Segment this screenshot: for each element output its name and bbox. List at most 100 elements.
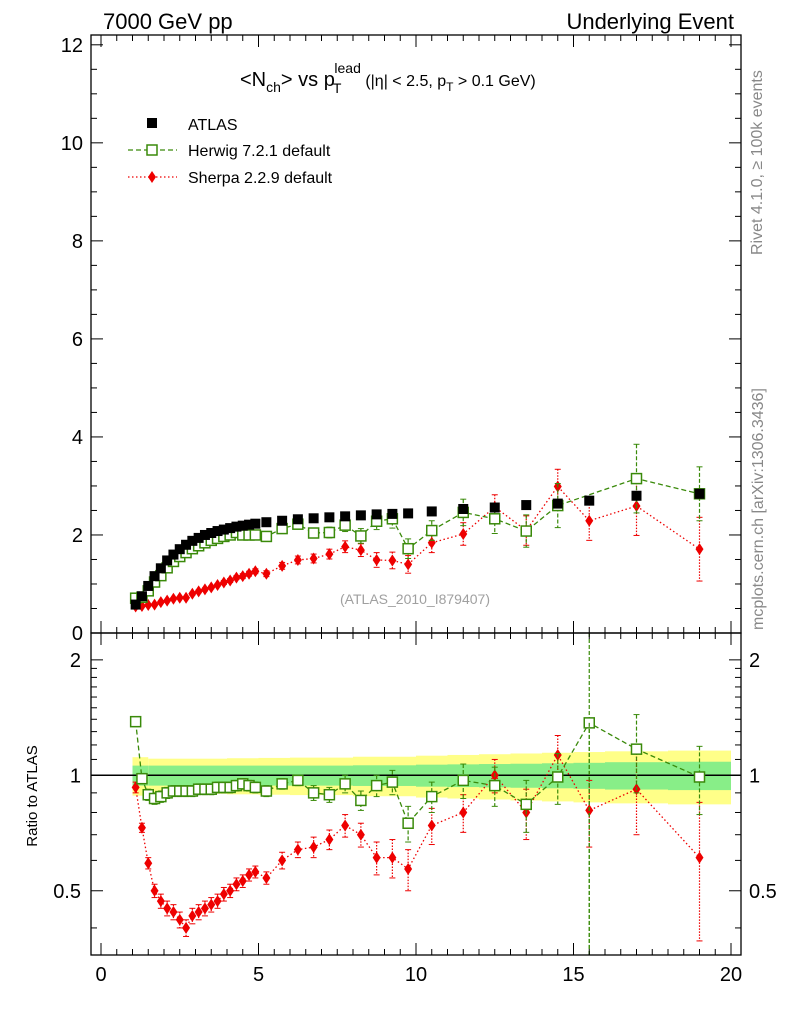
- main-ytick-label: 10: [61, 133, 83, 155]
- atlas-point: [631, 490, 642, 501]
- herwig-point: [386, 776, 399, 788]
- atlas-point: [250, 518, 261, 529]
- ratio-ylabel: Ratio to ATLAS: [24, 745, 41, 846]
- atlas-point: [225, 523, 236, 534]
- sherpa-point: [188, 587, 197, 600]
- sherpa-point: [200, 902, 209, 915]
- herwig-point: [260, 530, 273, 543]
- herwig-point: [355, 794, 367, 807]
- sherpa-point: [278, 559, 287, 572]
- atlas-point: [199, 529, 210, 540]
- sherpa-point: [156, 596, 165, 609]
- herwig-point: [457, 774, 469, 787]
- sherpa-point: [325, 833, 334, 846]
- sherpa-point: [459, 527, 468, 540]
- sherpa-point: [404, 558, 413, 571]
- ratio-xtick-label: 15: [562, 964, 584, 986]
- ratio-ytick-label-right: 2: [749, 650, 760, 672]
- sherpa-point: [293, 843, 302, 856]
- sherpa-series-line: [135, 485, 700, 608]
- herwig-point: [276, 778, 288, 790]
- atlas-point: [308, 513, 319, 524]
- sherpa-point: [213, 895, 222, 908]
- sherpa-point: [163, 902, 172, 915]
- sherpa-point: [293, 553, 302, 566]
- main-ytick-label: 8: [72, 231, 83, 253]
- sherpa-point: [356, 544, 365, 557]
- legend-sherpa-label: Sherpa 2.2.9 default: [188, 170, 333, 187]
- atlas-point: [174, 544, 185, 555]
- herwig-point: [426, 790, 438, 803]
- ratio-xtick-label: 10: [405, 964, 427, 986]
- sherpa-point: [207, 581, 216, 594]
- atlas-point: [193, 532, 204, 543]
- sherpa-point: [194, 906, 203, 919]
- ratio-xtick-label: 5: [253, 964, 264, 986]
- main-panel: 0 2 4 6 8 10 12 (ATLAS_2010_I879407) <Nch> vs …: [61, 34, 742, 645]
- herwig-point: [426, 524, 438, 537]
- atlas-point: [231, 521, 242, 532]
- legend-herwig-marker: [146, 144, 158, 156]
- sherpa-point: [341, 819, 350, 832]
- sherpa-point: [251, 865, 260, 878]
- atlas-point: [387, 508, 398, 519]
- ratio-panel: 0 5 10 15 20 0.5 0.5 1 1 2 2: [53, 632, 777, 986]
- legend-atlas-marker: [147, 118, 157, 128]
- sherpa-point: [169, 906, 178, 919]
- sherpa-point: [175, 913, 184, 926]
- atlas-point: [489, 502, 500, 513]
- sherpa-point: [325, 548, 334, 561]
- sherpa-point: [163, 594, 172, 607]
- ratio-xtick-label: 20: [720, 964, 742, 986]
- sherpa-point: [150, 598, 159, 611]
- herwig-point: [489, 513, 501, 525]
- sherpa-point: [388, 554, 397, 567]
- atlas-point: [155, 563, 166, 574]
- mcplots-label: mcplots.cern.ch [arXiv:1306.3436]: [750, 388, 767, 630]
- sherpa-point: [459, 806, 468, 819]
- sherpa-point: [156, 895, 165, 908]
- atlas-point: [143, 580, 154, 591]
- sherpa-point: [238, 875, 247, 888]
- herwig-point: [552, 771, 564, 783]
- atlas-point: [130, 599, 141, 610]
- sherpa-point: [404, 862, 413, 875]
- atlas-point: [552, 498, 563, 509]
- sherpa-point: [200, 583, 209, 596]
- sherpa-point: [278, 854, 287, 867]
- herwig-point: [249, 781, 262, 794]
- main-ytick-label: 0: [72, 623, 83, 645]
- sherpa-point: [372, 553, 381, 566]
- sherpa-point: [309, 552, 318, 565]
- herwig-point: [136, 772, 148, 785]
- rivet-label: Rivet 4.1.0, ≥ 100k events: [749, 70, 766, 255]
- herwig-point: [489, 779, 501, 792]
- sherpa-point: [137, 821, 146, 834]
- header-right-label: Underlying Event: [566, 9, 734, 34]
- main-ytick-label: 4: [72, 427, 83, 449]
- herwig-point: [307, 787, 320, 799]
- atlas-point: [187, 535, 198, 546]
- atlas-point: [136, 591, 147, 602]
- herwig-point: [402, 817, 414, 829]
- sherpa-point: [144, 857, 153, 870]
- herwig-point: [292, 774, 304, 787]
- atlas-point: [218, 524, 229, 535]
- main-data-layer: [129, 443, 706, 613]
- atlas-point: [237, 520, 248, 531]
- sherpa-point: [238, 570, 247, 583]
- ratio-ytick-label-right: 1: [749, 765, 760, 787]
- sherpa-point: [188, 909, 197, 922]
- herwig-point: [520, 525, 532, 537]
- sherpa-point: [207, 898, 216, 911]
- atlas-point: [277, 515, 288, 526]
- herwig-point: [693, 771, 706, 783]
- atlas-point: [168, 549, 179, 560]
- sherpa-point: [182, 921, 191, 934]
- atlas-point: [181, 539, 192, 550]
- sherpa-point: [194, 585, 203, 598]
- herwig-point: [339, 519, 351, 531]
- sherpa-point: [309, 841, 318, 854]
- herwig-point: [339, 778, 351, 790]
